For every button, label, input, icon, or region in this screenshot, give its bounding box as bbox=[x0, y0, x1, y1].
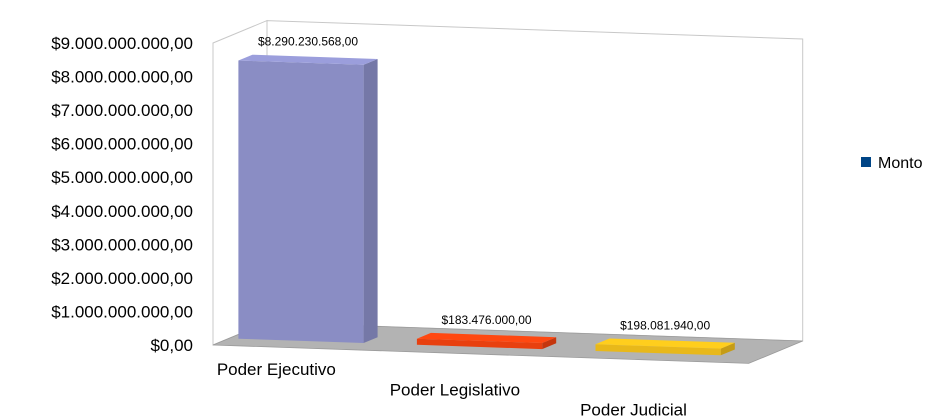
category-label: Poder Legislativo bbox=[390, 380, 520, 399]
y-tick-label: $6.000.000.000,00 bbox=[51, 135, 193, 154]
category-labels: Poder Ejecutivo Poder Legislativo Poder Ju… bbox=[217, 360, 687, 417]
data-label: $198.081.940,00 bbox=[620, 319, 710, 333]
bar bbox=[595, 338, 735, 356]
legend-label-monto: Monto bbox=[878, 155, 923, 172]
legend: Monto bbox=[861, 155, 923, 172]
y-axis: $0,00 $1.000.000.000,00 $2.000.000.000,00 $… bbox=[51, 34, 193, 355]
y-tick-label: $3.000.000.000,00 bbox=[51, 235, 193, 254]
bar-side bbox=[542, 337, 557, 350]
y-tick-label: $9.000.000.000,00 bbox=[51, 34, 193, 53]
bar-top bbox=[595, 338, 735, 349]
bar-side bbox=[720, 342, 735, 356]
bar-front bbox=[595, 344, 721, 356]
y-tick-label: $0,00 bbox=[150, 336, 193, 355]
legend-swatch-monto bbox=[861, 157, 871, 167]
category-label: Poder Ejecutivo bbox=[217, 360, 336, 379]
y-tick-label: $8.000.000.000,00 bbox=[51, 68, 193, 87]
y-tick-label: $1.000.000.000,00 bbox=[51, 302, 193, 321]
y-tick-label: $4.000.000.000,00 bbox=[51, 202, 193, 221]
data-label: $183.476.000,00 bbox=[442, 313, 532, 327]
bar-front bbox=[238, 60, 364, 343]
data-labels: $8.290.230.568,00 $183.476.000,00 $198.081… bbox=[258, 35, 711, 333]
bar-front bbox=[416, 338, 543, 350]
bar-side bbox=[363, 59, 378, 343]
y-tick-label: $7.000.000.000,00 bbox=[51, 101, 193, 120]
data-label: $8.290.230.568,00 bbox=[258, 35, 358, 49]
category-label: Poder Judicial bbox=[580, 400, 687, 417]
bar bbox=[238, 54, 378, 343]
bar-top bbox=[416, 332, 557, 343]
bar-top bbox=[238, 54, 378, 65]
y-tick-label: $5.000.000.000,00 bbox=[51, 168, 193, 187]
y-tick-label: $2.000.000.000,00 bbox=[51, 269, 193, 288]
bar bbox=[416, 332, 557, 350]
bars bbox=[238, 54, 735, 356]
